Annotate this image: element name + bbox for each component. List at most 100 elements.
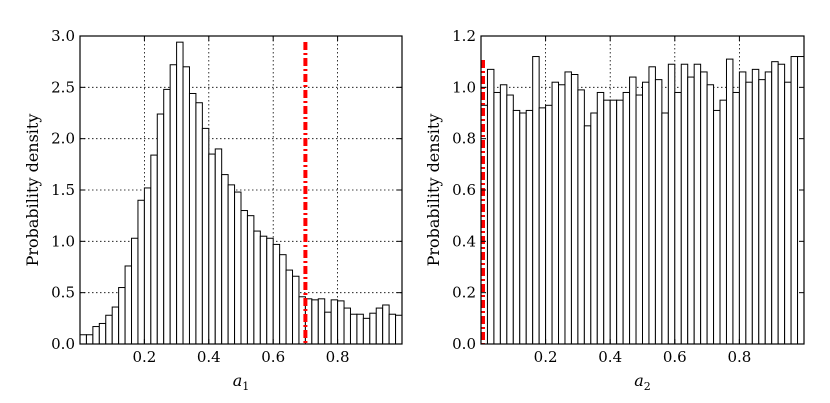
- histogram-bar: [758, 79, 766, 345]
- histogram-bar: [751, 68, 760, 345]
- histogram-bar: [356, 313, 364, 345]
- y-tick-label: 1.2: [452, 27, 476, 45]
- x-tick-label: 0.2: [132, 348, 156, 366]
- histogram-bar: [583, 125, 592, 345]
- histogram-bar: [674, 91, 682, 345]
- histogram-bar: [667, 63, 676, 345]
- histogram-bar: [648, 66, 656, 345]
- histogram-bar: [525, 109, 534, 345]
- histogram-bar: [519, 112, 527, 345]
- histogram-bar: [285, 269, 294, 345]
- histogram-bar: [259, 235, 268, 345]
- histogram-bar: [609, 99, 618, 345]
- histogram-bar: [169, 64, 178, 345]
- histogram-bar: [732, 91, 740, 345]
- y-tick-label: 3.0: [51, 27, 75, 45]
- histogram-bar: [92, 326, 100, 345]
- histogram-bar: [532, 56, 540, 345]
- histogram-bar: [156, 113, 165, 345]
- histogram-bar: [577, 89, 585, 345]
- histogram-bar: [661, 112, 669, 345]
- histogram-bar: [240, 210, 248, 345]
- histogram-bar: [693, 63, 702, 345]
- histogram-bar: [642, 81, 650, 345]
- histogram-bar: [253, 230, 261, 345]
- histogram-bar: [105, 314, 113, 345]
- histogram-bar: [131, 237, 139, 345]
- histogram-bar: [176, 41, 184, 345]
- histogram-bar: [343, 307, 351, 345]
- histogram-bar: [635, 94, 643, 345]
- histogram-bar: [719, 99, 727, 345]
- histogram-bar: [317, 298, 326, 345]
- histogram-bar: [784, 81, 792, 345]
- y-tick-label: 0.2: [452, 284, 476, 302]
- histogram-bar: [616, 99, 624, 345]
- histogram-bar: [622, 91, 631, 345]
- histogram-bar: [124, 265, 133, 345]
- y-tick-label: 1.5: [51, 181, 75, 199]
- histogram-bar: [208, 153, 216, 345]
- x-tick-label: 0.4: [598, 348, 622, 366]
- histogram-bar: [654, 79, 663, 345]
- histogram-bar: [382, 304, 390, 345]
- histogram-bar: [564, 71, 572, 345]
- x-tick-label: 0.6: [663, 348, 687, 366]
- histogram-bar: [680, 63, 689, 345]
- histogram-bar: [311, 299, 319, 345]
- histogram-bar: [118, 287, 126, 345]
- histogram-bar: [395, 314, 403, 345]
- histogram-bar: [493, 91, 501, 345]
- histogram-bar: [279, 254, 287, 345]
- histogram-bar: [713, 109, 721, 345]
- y-axis-label: Probability density: [424, 114, 443, 267]
- y-tick-label: 0.6: [452, 181, 476, 199]
- histogram-bar: [182, 66, 190, 345]
- histogram-bar: [85, 334, 94, 345]
- histogram-bar: [337, 300, 345, 345]
- histogram-bar: [266, 237, 274, 345]
- y-tick-label: 1.0: [51, 232, 75, 250]
- histogram-bar: [369, 312, 377, 345]
- histogram-bar: [214, 148, 223, 345]
- histogram-bar: [150, 154, 158, 345]
- histogram-bar: [272, 243, 281, 345]
- histogram-bar: [201, 127, 210, 345]
- histogram-bar: [486, 68, 495, 345]
- histogram-bar: [221, 174, 229, 345]
- histogram-bar: [292, 275, 300, 345]
- y-tick-label: 1.0: [452, 78, 476, 96]
- y-tick-label: 0.0: [51, 335, 75, 353]
- histogram-bar: [388, 313, 397, 345]
- histogram-bar: [764, 71, 773, 345]
- histogram-bar: [603, 99, 611, 345]
- histogram-bar: [143, 187, 152, 345]
- x-tick-label: 0.8: [326, 348, 350, 366]
- x-tick-label: 0.4: [197, 348, 221, 366]
- histogram-bar: [324, 311, 332, 345]
- y-tick-label: 2.0: [51, 130, 75, 148]
- histogram-bar: [797, 56, 805, 345]
- y-axis-label: Probability density: [23, 114, 42, 267]
- histogram-bar: [725, 58, 734, 345]
- histogram-bar: [551, 81, 560, 345]
- x-tick-label: 0.2: [534, 348, 558, 366]
- histogram-bar: [246, 215, 255, 345]
- histogram-bar: [362, 317, 371, 345]
- y-tick-label: 0.8: [452, 130, 476, 148]
- histogram-bar: [137, 199, 145, 345]
- histogram-bar: [706, 84, 715, 345]
- histogram-bar: [590, 112, 598, 345]
- histogram-bar: [538, 107, 547, 345]
- histogram-bar: [777, 63, 786, 345]
- histogram-bar: [570, 74, 579, 345]
- histogram-bar: [596, 91, 605, 345]
- histogram-bar: [79, 334, 87, 345]
- y-tick-label: 2.5: [51, 78, 75, 96]
- histogram-bar: [745, 81, 753, 345]
- histogram-bar: [512, 109, 521, 345]
- x-tick-label: 0.8: [727, 348, 751, 366]
- x-axis-label: a1: [233, 371, 250, 393]
- histogram-bar: [234, 191, 242, 345]
